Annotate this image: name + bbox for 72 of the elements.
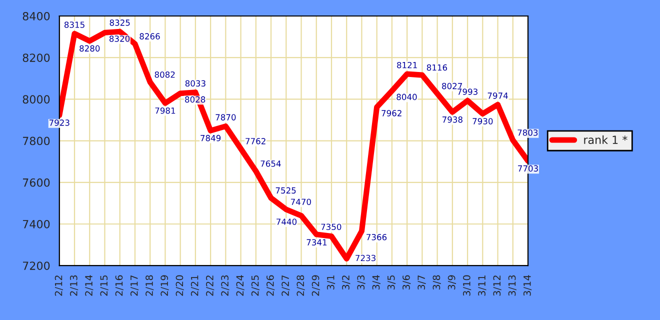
data-label: 7470	[290, 198, 311, 206]
legend-label: rank 1 *	[584, 135, 628, 144]
data-label: 7703	[518, 165, 538, 172]
x-tick-label: 2/15	[100, 275, 108, 296]
x-tick-label: 2/23	[221, 275, 230, 296]
y-tick-label: 7800	[23, 136, 50, 146]
x-tick-label: 2/21	[190, 276, 200, 296]
data-label: 7974	[488, 92, 508, 99]
data-label: 7870	[216, 114, 236, 120]
x-tick-label: 2/29	[312, 275, 320, 296]
data-label: 7849	[200, 134, 221, 142]
data-label: 8027	[442, 82, 462, 90]
data-label: 7993	[458, 88, 478, 95]
x-tick-label: 3/9	[448, 275, 456, 290]
data-label: 7341	[306, 239, 327, 246]
data-label: 7938	[442, 116, 462, 123]
data-label: 7366	[366, 234, 387, 240]
x-tick-label: 3/13	[508, 275, 516, 296]
x-tick-label: 3/8	[432, 275, 441, 290]
x-tick-label: 2/28	[296, 275, 305, 296]
x-tick-label: 3/3	[357, 275, 366, 290]
data-label: 8325	[110, 20, 130, 26]
x-tick-label: 2/13	[70, 275, 78, 296]
x-tick-label: 3/12	[493, 276, 502, 296]
x-tick-label: 2/20	[176, 275, 184, 296]
x-tick-label: 2/16	[115, 275, 124, 296]
x-tick-label: 3/4	[372, 275, 380, 290]
data-label: 8040	[396, 94, 417, 100]
x-tick-label: 3/6	[402, 275, 411, 290]
data-label: 8082	[154, 71, 175, 78]
x-tick-label: 2/26	[266, 275, 275, 296]
x-tick-label: 2/14	[85, 275, 94, 296]
x-tick-label: 2/25	[251, 275, 260, 296]
x-tick-label: 3/11	[478, 276, 486, 296]
data-label: 8266	[140, 33, 160, 40]
x-tick-label: 2/18	[146, 275, 154, 296]
data-label: 8033	[185, 80, 206, 87]
data-label: 8028	[185, 96, 206, 103]
data-label: 8315	[64, 22, 84, 28]
x-tick-label: 3/14	[523, 275, 532, 296]
x-tick-label: 3/10	[463, 275, 472, 296]
y-tick-label: 8400	[22, 12, 50, 20]
x-tick-label: 3/2	[342, 276, 350, 290]
y-tick-label: 8000	[22, 95, 50, 104]
data-label: 7233	[356, 254, 376, 262]
data-label: 8116	[426, 64, 448, 71]
y-tick-label: 7400	[23, 220, 50, 228]
data-label: 7525	[276, 187, 296, 194]
data-label: 7803	[518, 129, 538, 136]
data-label: 7350	[321, 224, 342, 230]
x-tick-label: 2/27	[282, 275, 290, 296]
data-label: 7440	[276, 218, 297, 225]
data-label: 7923	[49, 120, 70, 126]
y-tick-label: 7600	[23, 178, 50, 187]
data-label: 7962	[382, 110, 402, 116]
data-label: 7762	[246, 138, 266, 144]
x-tick-label: 2/24	[236, 275, 244, 296]
data-label: 8121	[397, 62, 417, 68]
data-label: 7981	[155, 107, 176, 114]
x-tick-label: 2/22	[206, 276, 214, 296]
y-tick-label: 8200	[22, 54, 50, 62]
x-tick-label: 2/19	[160, 275, 169, 296]
data-label: 7654	[260, 160, 281, 167]
data-label: 8320	[109, 36, 130, 42]
x-tick-label: 2/17	[130, 275, 139, 296]
y-tick-label: 7200	[23, 262, 50, 270]
x-tick-label: 2/12	[54, 276, 63, 296]
data-label: 7930	[472, 118, 493, 124]
x-tick-label: 3/1	[326, 276, 336, 290]
x-tick-label: 3/7	[418, 275, 426, 290]
data-label: 8280	[80, 45, 100, 52]
x-tick-label: 3/5	[387, 275, 396, 290]
